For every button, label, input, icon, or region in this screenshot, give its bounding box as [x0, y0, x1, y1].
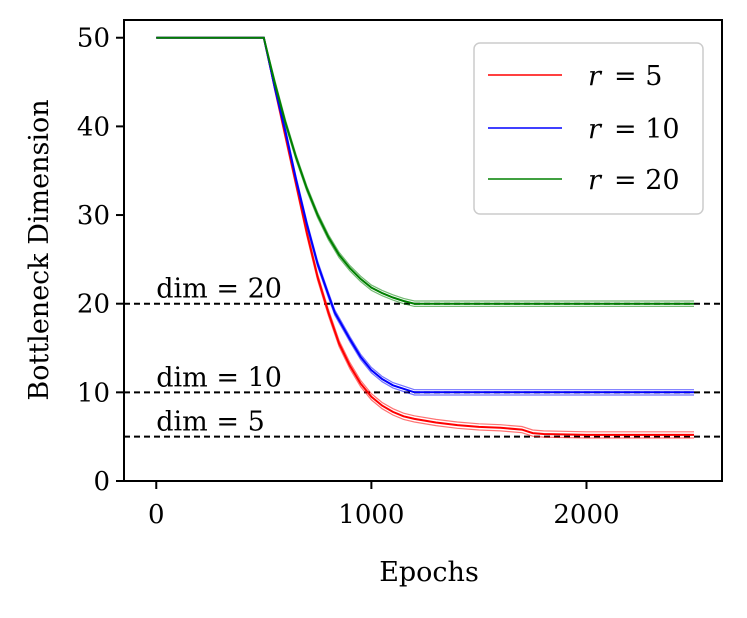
y-axis-ticks: 0 10 20 30 40 50	[77, 24, 124, 497]
plot-frame	[123, 19, 723, 482]
series-lines	[156, 36, 694, 439]
reference-label-dim-5: dim = 5	[156, 407, 264, 438]
series-line-r10	[156, 36, 694, 394]
y-tick-label-20: 20	[77, 290, 110, 320]
y-tick-label-10: 10	[77, 378, 110, 408]
x-tick-label-0: 0	[148, 500, 165, 530]
x-axis-ticks: 0 1000 2000	[148, 481, 620, 530]
legend-box	[473, 42, 704, 215]
y-tick-label-40: 40	[77, 112, 110, 142]
legend-label-r10: r = 10	[588, 114, 680, 145]
reference-annotations: dim = 20 dim = 10 dim = 5	[156, 274, 282, 438]
x-tick-label-2000: 2000	[553, 500, 619, 530]
legend-label-r5: r = 5	[588, 61, 662, 92]
y-tick-label-50: 50	[77, 24, 110, 54]
reference-label-dim-20: dim = 20	[156, 274, 282, 305]
x-tick-label-1000: 1000	[338, 500, 404, 530]
legend: r = 5 r = 10 r = 20	[473, 42, 704, 215]
reference-label-dim-10: dim = 10	[156, 362, 282, 393]
y-axis-label: Bottleneck Dimension	[24, 99, 55, 400]
legend-label-r20: r = 20	[588, 165, 680, 196]
x-axis-label: Epochs	[379, 557, 479, 588]
y-tick-label-30: 30	[77, 201, 110, 231]
y-tick-label-0: 0	[93, 467, 110, 497]
series-line-r20	[156, 36, 694, 305]
